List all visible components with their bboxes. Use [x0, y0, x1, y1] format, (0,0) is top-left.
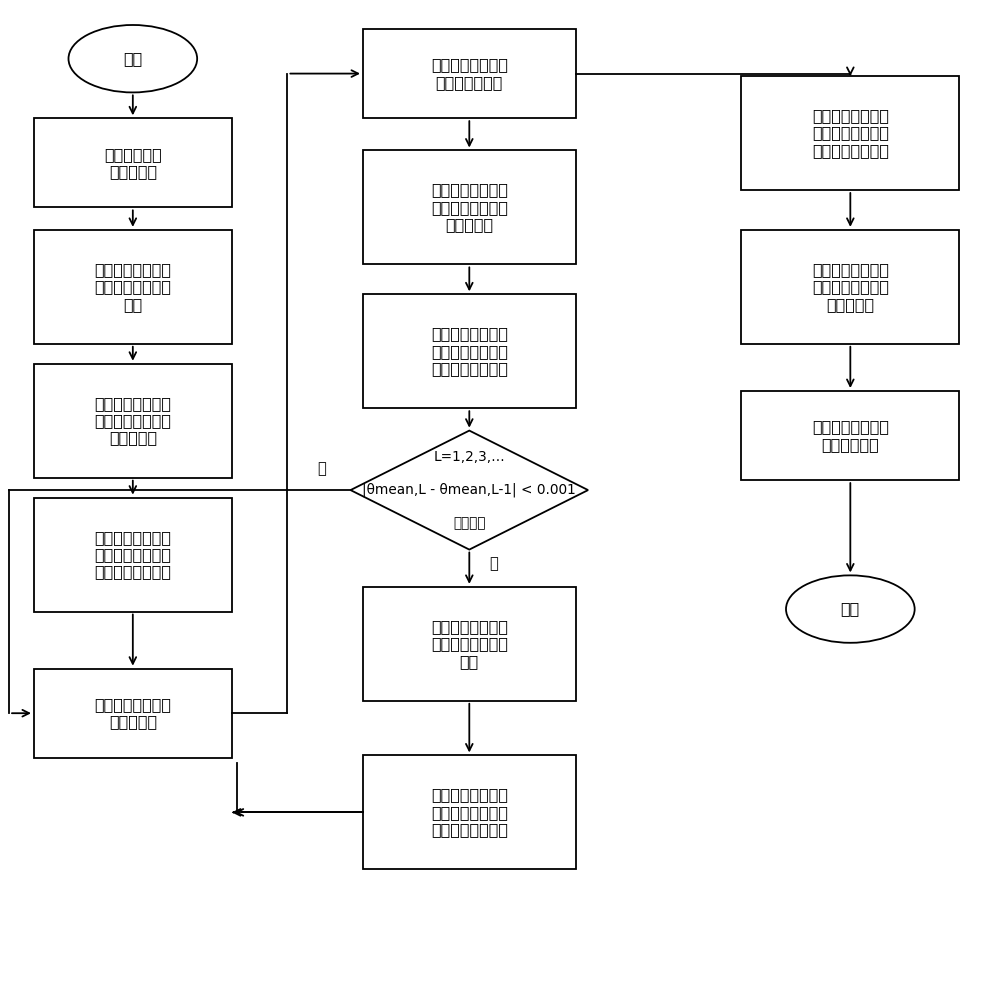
Text: 分别计算矩形板的
上、下表面的对流
散热总功率: 分别计算矩形板的 上、下表面的对流 散热总功率: [811, 262, 889, 312]
Text: 统计出热源区域所
有节点的过余温度
初始结果的平均值: 统计出热源区域所 有节点的过余温度 初始结果的平均值: [95, 530, 172, 579]
Text: 否: 否: [317, 461, 325, 476]
Text: 统计出热源区域内
过余温度的局部最
高值: 统计出热源区域内 过余温度的局部最 高值: [431, 619, 508, 669]
Text: |θmean,L - θmean,L-1| < 0.001: |θmean,L - θmean,L-1| < 0.001: [362, 483, 576, 497]
Text: 建立热源区域的热
量损失矩阵: 建立热源区域的热 量损失矩阵: [95, 697, 172, 729]
Text: 开始: 开始: [123, 51, 143, 66]
Text: 计算最大扩散热阳
和最大总热阳: 计算最大扩散热阳 和最大总热阳: [811, 419, 889, 452]
Ellipse shape: [69, 25, 198, 92]
FancyBboxPatch shape: [363, 294, 576, 408]
FancyBboxPatch shape: [363, 755, 576, 869]
Text: L=1,2,3,…: L=1,2,3,…: [433, 450, 505, 464]
FancyBboxPatch shape: [34, 230, 232, 344]
Text: 统计矩形板的上、
下表面所有节点的
过余温度的平均值: 统计矩形板的上、 下表面所有节点的 过余温度的平均值: [811, 108, 889, 158]
FancyBboxPatch shape: [363, 150, 576, 264]
Text: 建立热源区域的非
均匀热功率矩阵: 建立热源区域的非 均匀热功率矩阵: [431, 57, 508, 90]
Text: 矩形板的上、下表
面划分网格并计算
所有节点过余温度: 矩形板的上、下表 面划分网格并计算 所有节点过余温度: [431, 787, 508, 837]
FancyBboxPatch shape: [742, 391, 959, 480]
Text: 计算出热源区域中
所有节点的过余温
度的初始值: 计算出热源区域中 所有节点的过余温 度的初始值: [95, 396, 172, 446]
Text: 结束: 结束: [840, 602, 860, 617]
Text: 是否满足: 是否满足: [453, 516, 486, 530]
FancyBboxPatch shape: [363, 587, 576, 701]
FancyBboxPatch shape: [363, 29, 576, 118]
FancyBboxPatch shape: [742, 230, 959, 344]
Polygon shape: [350, 431, 588, 550]
FancyBboxPatch shape: [742, 76, 959, 190]
Text: 对热源区域划分网
格并获得计算节点
坐标: 对热源区域划分网 格并获得计算节点 坐标: [95, 262, 172, 312]
Text: 确定散热问题
的物理参数: 确定散热问题 的物理参数: [104, 147, 162, 179]
FancyBboxPatch shape: [34, 364, 232, 478]
Text: 是: 是: [489, 556, 498, 571]
Text: 统计出热源区域所
有节点的过余温度
迭代结果的平均值: 统计出热源区域所 有节点的过余温度 迭代结果的平均值: [431, 326, 508, 376]
FancyBboxPatch shape: [34, 498, 232, 612]
FancyBboxPatch shape: [34, 669, 232, 758]
Text: 计算出热源区域中
所有节点的过余温
度的迭代值: 计算出热源区域中 所有节点的过余温 度的迭代值: [431, 183, 508, 232]
Ellipse shape: [786, 575, 914, 643]
FancyBboxPatch shape: [34, 118, 232, 207]
